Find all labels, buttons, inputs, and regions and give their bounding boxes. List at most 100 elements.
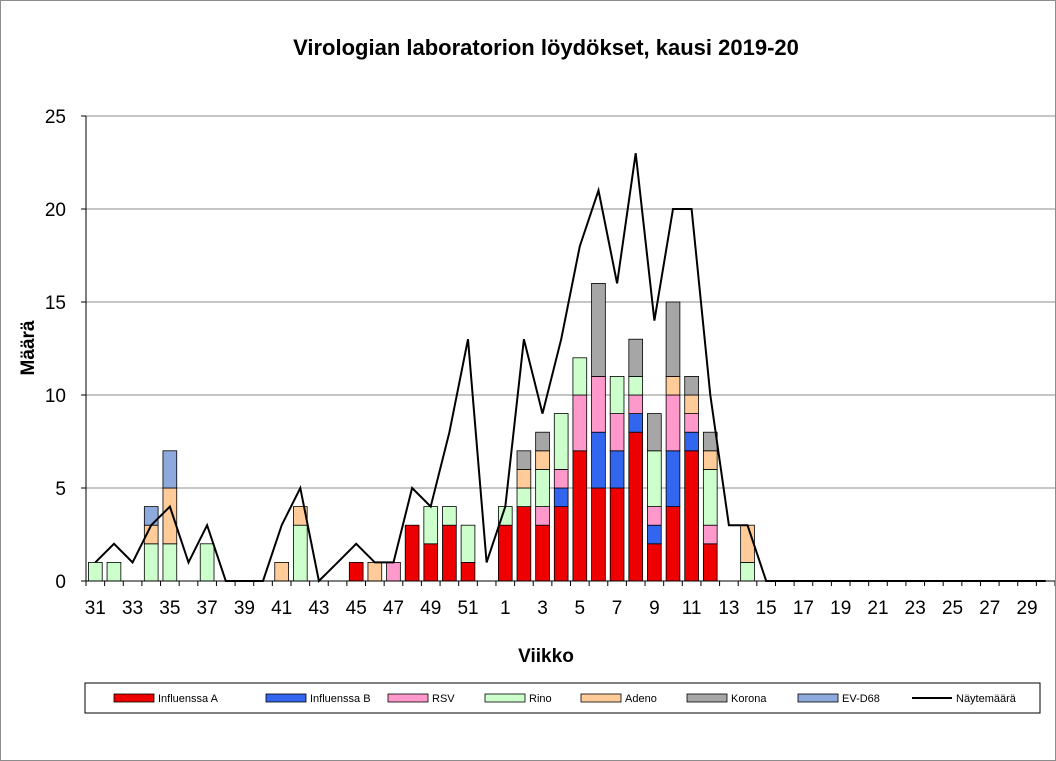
bar-segment	[516, 450, 532, 470]
bar-segment	[348, 562, 364, 582]
bar-segment	[684, 394, 699, 415]
bar-segment	[535, 431, 550, 452]
bar-segment	[497, 524, 513, 582]
bar-segment	[702, 450, 718, 470]
x-tick-label: 31	[85, 598, 106, 619]
bar-segment	[647, 524, 662, 545]
bar-segment	[143, 543, 159, 582]
bar-segment	[665, 375, 681, 396]
bar-segment	[293, 524, 308, 582]
bar-segment	[460, 524, 476, 563]
bar-segment	[423, 506, 439, 545]
bar-segment	[516, 506, 532, 582]
x-tick-label: 7	[612, 598, 623, 619]
x-tick-label: 13	[718, 598, 739, 619]
bar-segment	[591, 431, 606, 489]
x-tick-label: 49	[420, 598, 441, 619]
y-tick-label: 10	[45, 386, 66, 407]
legend-swatch	[686, 693, 728, 703]
legend-label: EV-D68	[842, 693, 880, 705]
axes	[85, 116, 1055, 582]
bar-segment	[665, 394, 681, 452]
bar-segment	[609, 487, 625, 582]
x-tick-label: 39	[234, 598, 255, 619]
x-tick-label: 29	[1016, 598, 1037, 619]
bar-segment	[591, 487, 606, 582]
bar-segment	[572, 450, 588, 582]
legend-label: Korona	[731, 693, 767, 705]
bar-segment	[423, 543, 439, 582]
bar-segment	[665, 506, 681, 582]
bar-segment	[702, 543, 718, 582]
bar-segment	[553, 468, 569, 489]
legend-label: Influenssa A	[158, 693, 219, 705]
bar-segment	[199, 543, 215, 582]
x-tick-label: 21	[867, 598, 888, 619]
x-tick-label: 51	[457, 598, 478, 619]
x-tick-label: 17	[793, 598, 814, 619]
y-tick-label: 5	[55, 479, 66, 500]
bar-segment	[684, 375, 699, 396]
bar-segment	[572, 357, 588, 396]
legend: Influenssa A Influenssa B RSV Rino Adeno Koro…	[84, 682, 1041, 714]
bar-segment	[88, 562, 103, 582]
bar-segment	[628, 413, 644, 433]
bar-segment	[535, 450, 550, 470]
legend-swatch	[113, 693, 155, 703]
bar-segment	[609, 450, 625, 489]
legend-label: Adeno	[625, 693, 657, 705]
x-tick-label: 37	[197, 598, 218, 619]
bar-segment	[516, 487, 532, 508]
legend-label: Näytemäärä	[956, 693, 1017, 705]
bar-segment	[684, 431, 699, 452]
bar-segment	[591, 282, 606, 377]
bars	[88, 282, 755, 582]
bar-segment	[628, 375, 644, 396]
legend-swatch	[265, 693, 307, 703]
bar-segment	[647, 506, 662, 526]
x-tick-label: 41	[271, 598, 292, 619]
bar-segment	[442, 506, 457, 526]
bar-segment	[628, 431, 644, 582]
bar-segment	[535, 468, 550, 507]
legend-label: Influenssa B	[310, 693, 371, 705]
legend-swatch	[387, 693, 429, 703]
x-axis-label: Viikko	[518, 646, 574, 667]
y-tick-label: 15	[45, 293, 66, 314]
x-tick-label: 3	[537, 598, 548, 619]
legend-label: RSV	[432, 693, 455, 705]
x-tick-label: 25	[942, 598, 963, 619]
bar-segment	[553, 413, 569, 470]
bar-segment	[684, 413, 699, 433]
x-tick-label: 45	[346, 598, 367, 619]
bar-segment	[665, 301, 681, 377]
y-tick-label: 25	[45, 107, 66, 128]
bar-segment	[367, 562, 383, 582]
bar-segment	[647, 450, 662, 507]
x-tick-label: 35	[159, 598, 180, 619]
x-tick-labels: 31 33 35 37 39 41 43 45 47 49 51 1 3 5 7 9 11 13 15 17 19 21 2…	[85, 581, 1055, 619]
legend-swatch	[484, 693, 526, 703]
bar-segment	[553, 506, 569, 582]
bar-segment	[404, 524, 420, 582]
bar-segment	[572, 394, 588, 452]
legend-label: Rino	[529, 693, 552, 705]
bar-segment	[553, 487, 569, 508]
legend-swatch	[580, 693, 622, 703]
x-tick-label: 23	[905, 598, 926, 619]
x-tick-label: 9	[649, 598, 660, 619]
bar-segment	[684, 450, 699, 582]
line-series-naytemaara	[94, 153, 1046, 584]
y-tick-label: 0	[55, 572, 66, 593]
bar-segment	[162, 450, 178, 489]
bar-segment	[274, 562, 289, 582]
bar-segment	[665, 450, 681, 507]
gridlines	[81, 115, 1055, 582]
bar-segment	[702, 468, 718, 526]
bar-segment	[740, 562, 755, 582]
legend-swatch	[797, 693, 839, 703]
x-tick-label: 15	[756, 598, 777, 619]
bar-segment	[647, 543, 662, 582]
x-tick-label: 27	[979, 598, 1000, 619]
